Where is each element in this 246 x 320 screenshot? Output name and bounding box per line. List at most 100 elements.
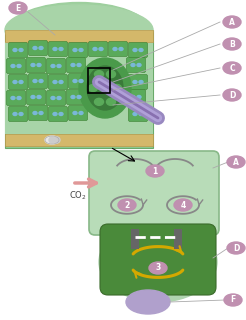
Ellipse shape <box>99 47 103 51</box>
FancyBboxPatch shape <box>29 74 47 89</box>
Ellipse shape <box>51 97 55 100</box>
Ellipse shape <box>37 63 41 67</box>
Ellipse shape <box>94 98 104 105</box>
Ellipse shape <box>118 199 136 211</box>
FancyBboxPatch shape <box>126 58 145 73</box>
Text: A: A <box>233 157 239 166</box>
Ellipse shape <box>223 38 241 50</box>
FancyBboxPatch shape <box>27 90 46 105</box>
Ellipse shape <box>59 47 63 51</box>
Bar <box>5 134 153 146</box>
Ellipse shape <box>112 84 122 92</box>
Ellipse shape <box>133 81 137 84</box>
Ellipse shape <box>5 5 153 55</box>
Ellipse shape <box>119 47 123 51</box>
Ellipse shape <box>9 3 149 58</box>
Ellipse shape <box>174 199 192 211</box>
Ellipse shape <box>39 46 43 50</box>
Ellipse shape <box>19 113 23 116</box>
Ellipse shape <box>137 63 141 67</box>
Ellipse shape <box>139 49 143 52</box>
FancyBboxPatch shape <box>108 42 127 57</box>
Ellipse shape <box>94 71 104 78</box>
FancyBboxPatch shape <box>5 30 153 148</box>
Ellipse shape <box>73 111 77 115</box>
Ellipse shape <box>79 58 131 118</box>
Ellipse shape <box>224 294 242 306</box>
Ellipse shape <box>19 49 23 52</box>
Ellipse shape <box>39 111 43 115</box>
Ellipse shape <box>31 63 35 67</box>
Ellipse shape <box>59 81 63 84</box>
Ellipse shape <box>53 113 57 116</box>
Ellipse shape <box>131 95 135 99</box>
Text: 4: 4 <box>180 201 186 210</box>
Ellipse shape <box>107 71 116 78</box>
Ellipse shape <box>51 65 55 68</box>
FancyBboxPatch shape <box>89 151 219 235</box>
Ellipse shape <box>99 222 217 302</box>
Text: D: D <box>233 244 239 252</box>
Ellipse shape <box>71 95 75 99</box>
FancyBboxPatch shape <box>68 43 88 58</box>
FancyBboxPatch shape <box>128 107 148 122</box>
Ellipse shape <box>223 89 241 101</box>
Ellipse shape <box>9 2 27 14</box>
Ellipse shape <box>49 137 55 143</box>
Ellipse shape <box>146 165 164 177</box>
FancyBboxPatch shape <box>6 91 26 106</box>
Ellipse shape <box>89 84 97 92</box>
FancyBboxPatch shape <box>66 58 86 73</box>
Bar <box>5 42 153 134</box>
FancyBboxPatch shape <box>9 107 28 122</box>
FancyBboxPatch shape <box>48 42 67 57</box>
Text: F: F <box>230 295 236 305</box>
FancyBboxPatch shape <box>66 90 86 105</box>
Ellipse shape <box>37 95 41 99</box>
Ellipse shape <box>227 242 245 254</box>
Ellipse shape <box>13 113 17 116</box>
Ellipse shape <box>57 97 61 100</box>
Ellipse shape <box>13 81 17 84</box>
Ellipse shape <box>59 113 63 116</box>
FancyBboxPatch shape <box>9 75 28 90</box>
Ellipse shape <box>13 49 17 52</box>
FancyBboxPatch shape <box>9 43 28 58</box>
Ellipse shape <box>139 113 143 116</box>
Ellipse shape <box>137 95 141 99</box>
FancyBboxPatch shape <box>126 90 145 105</box>
Ellipse shape <box>227 156 245 168</box>
Bar <box>5 30 153 42</box>
Ellipse shape <box>71 63 75 67</box>
Text: CO$_2$: CO$_2$ <box>69 190 87 202</box>
FancyBboxPatch shape <box>100 224 216 295</box>
Ellipse shape <box>113 47 117 51</box>
Ellipse shape <box>57 65 61 68</box>
Ellipse shape <box>33 111 37 115</box>
Ellipse shape <box>45 136 59 144</box>
Ellipse shape <box>77 63 81 67</box>
Ellipse shape <box>126 290 170 314</box>
FancyBboxPatch shape <box>48 75 67 90</box>
Ellipse shape <box>54 137 60 143</box>
Ellipse shape <box>77 95 81 99</box>
Text: C: C <box>229 63 235 73</box>
FancyBboxPatch shape <box>128 43 148 58</box>
Ellipse shape <box>149 262 167 274</box>
Ellipse shape <box>17 65 21 68</box>
FancyBboxPatch shape <box>68 74 88 89</box>
Ellipse shape <box>53 81 57 84</box>
Ellipse shape <box>17 97 21 100</box>
Ellipse shape <box>139 81 143 84</box>
Text: 2: 2 <box>124 201 130 210</box>
Ellipse shape <box>73 79 77 83</box>
Bar <box>174 229 182 249</box>
Ellipse shape <box>73 49 77 52</box>
Ellipse shape <box>223 62 241 74</box>
Bar <box>88 68 110 93</box>
Text: 1: 1 <box>152 166 158 175</box>
Text: A: A <box>229 18 235 27</box>
Ellipse shape <box>133 113 137 116</box>
Ellipse shape <box>79 79 83 83</box>
Ellipse shape <box>87 66 123 110</box>
